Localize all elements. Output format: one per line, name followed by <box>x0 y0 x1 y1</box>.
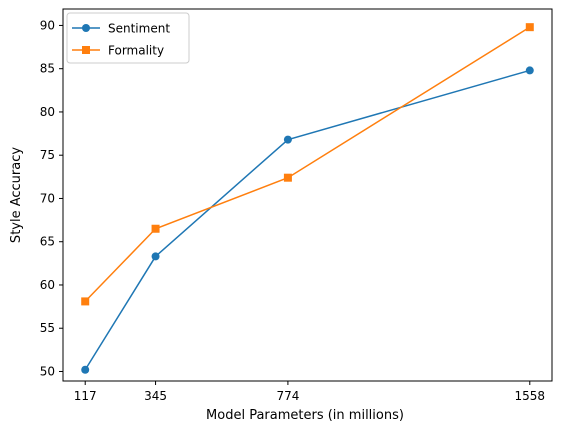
y-tick-label: 50 <box>40 364 55 378</box>
legend-marker-formality <box>82 46 90 54</box>
y-tick-label: 70 <box>40 191 55 205</box>
x-axis-label: Model Parameters (in millions) <box>206 408 404 423</box>
data-point-sentiment <box>525 66 534 75</box>
x-tick-label: 1558 <box>515 389 546 403</box>
x-tick-label: 117 <box>74 389 97 403</box>
y-tick-label: 75 <box>40 148 55 162</box>
plot-frame <box>62 8 553 382</box>
y-tick-label: 60 <box>40 278 55 292</box>
series-layer <box>81 23 534 374</box>
x-tick-label: 345 <box>144 389 167 403</box>
legend: Sentiment Formality <box>66 12 190 64</box>
y-axis-label: Style Accuracy <box>9 147 24 243</box>
series-line-formality <box>84 26 531 302</box>
x-axis: 117 345 774 1558 <box>74 381 545 403</box>
y-tick-label: 65 <box>40 235 55 249</box>
y-tick-label: 55 <box>40 321 55 335</box>
legend-label-formality: Formality <box>108 44 164 58</box>
data-point-sentiment <box>283 135 292 144</box>
data-point-formality <box>81 297 90 306</box>
data-point-formality <box>151 224 160 233</box>
y-tick-label: 80 <box>40 105 55 119</box>
data-point-formality <box>283 173 292 182</box>
data-point-formality <box>525 23 534 32</box>
y-tick-label: 90 <box>40 18 55 32</box>
series-line-sentiment <box>84 69 530 371</box>
legend-marker-sentiment <box>82 24 90 32</box>
data-point-sentiment <box>81 365 90 374</box>
y-tick-label: 85 <box>40 62 55 76</box>
y-axis: 50 55 60 65 70 75 80 85 90 <box>40 18 63 378</box>
legend-label-sentiment: Sentiment <box>108 22 170 36</box>
x-tick-label: 774 <box>276 389 299 403</box>
data-point-sentiment <box>151 252 160 261</box>
